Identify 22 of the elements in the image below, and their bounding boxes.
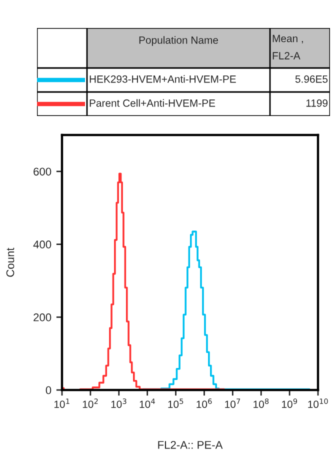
y-tick-label: 600: [34, 168, 52, 176]
x-tick-label: 10$^{4}$: [140, 398, 155, 408]
x-tick-label: 10$^{8}$: [254, 398, 269, 408]
y-tick-label: 200: [34, 313, 52, 322]
text: 1199: [306, 99, 328, 107]
x-tick-label: 10$^{1}$: [54, 398, 70, 408]
y-tick-label: 400: [33, 240, 52, 248]
x-tick-label: 10$^{6}$: [196, 398, 212, 408]
legend-title: Population Name: [139, 36, 218, 46]
x-axis-title: FL2-A:: PE-A: [158, 440, 223, 449]
x-tick-label: 10$^{9}$: [282, 398, 298, 408]
y-tick-label: 0: [46, 386, 52, 394]
text: Mean , FL2-A: [272, 34, 303, 60]
x-tick-label: 10$^{3}$: [111, 398, 126, 408]
legend-label: HEK293-HVEM+Anti-HVEM-PE: [90, 75, 236, 83]
x-tick-label: 10$^{10}$: [308, 398, 328, 408]
x-tick-label: 10$^{7}$: [225, 398, 240, 408]
text: 5.96E5: [295, 75, 328, 83]
x-tick-label: 10$^{5}$: [168, 398, 184, 408]
legend-label: Parent Cell+Anti-HVEM-PE: [90, 99, 216, 107]
x-tick-label: 10$^{2}$: [82, 398, 98, 408]
y-axis-title: Count: [6, 248, 14, 277]
